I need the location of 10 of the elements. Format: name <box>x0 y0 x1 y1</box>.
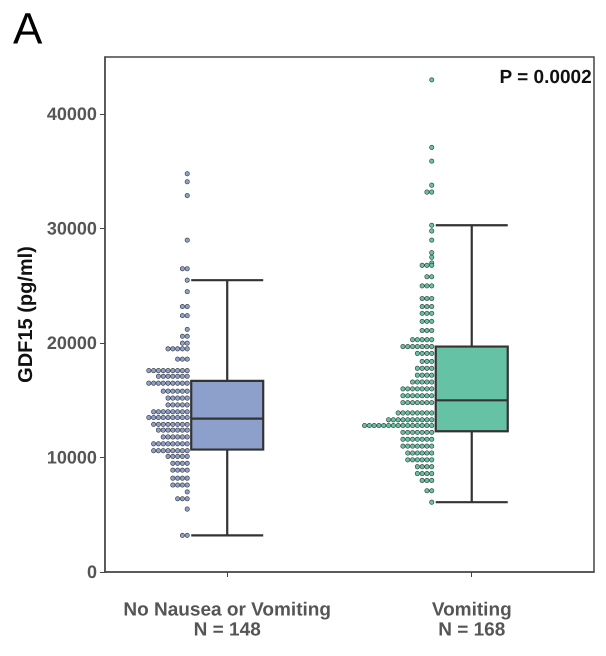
chart-title: A <box>13 4 43 54</box>
y-tick-label: 30000 <box>46 218 97 239</box>
y-tick-label: 40000 <box>46 104 97 124</box>
y-tick-label: 20000 <box>46 333 97 354</box>
x-tick-label: No Nausea or Vomiting N = 148 <box>123 600 332 640</box>
annotation: P = 0.0002 <box>500 67 592 88</box>
y-tick-label: 10000 <box>46 448 97 468</box>
x-tick-label: Vomiting N = 168 <box>432 600 512 640</box>
y-axis-title: GDF15 (pg/ml) <box>15 246 37 383</box>
y-tick-label: 0 <box>86 562 97 582</box>
